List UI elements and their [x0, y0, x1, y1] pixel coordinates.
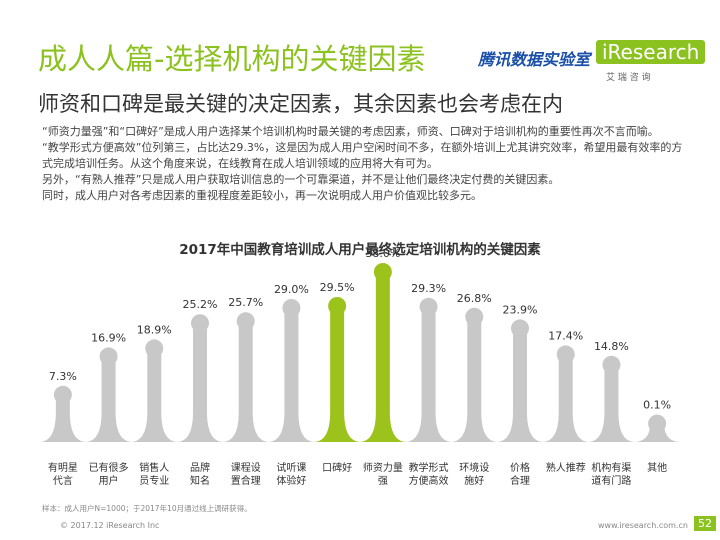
bar: [358, 272, 407, 442]
x-tick-label: 课程设 置合理: [230, 463, 261, 487]
bar: [221, 321, 270, 442]
value-label: 18.9%: [137, 323, 172, 336]
bar: [176, 323, 224, 442]
x-tick-label: 机构有渠 道有门路: [591, 463, 632, 487]
copyright: © 2017.12 iResearch Inc: [60, 521, 160, 530]
bar-cap: [511, 319, 529, 338]
bar: [130, 348, 179, 442]
logo-subtitle: 艾 瑞 咨 询: [606, 73, 651, 83]
bar: [450, 316, 499, 442]
x-tick-label: 品牌 知名: [190, 463, 210, 487]
page-number: 52: [694, 516, 716, 531]
paragraph: “师资力量强”和“口碑好”是成人用户选择某个培训机构时最关键的考虑因素，师资、口…: [42, 125, 659, 138]
value-label: 0.1%: [643, 399, 671, 412]
value-label: 38.0%: [365, 247, 400, 260]
bar: [267, 308, 316, 442]
url: www.iresearch.com.cn: [598, 521, 688, 530]
title: 成人人篇-选择机构的关键因素: [38, 42, 426, 76]
bar-cap: [99, 347, 118, 366]
value-label: 17.4%: [548, 329, 583, 342]
value-label: 14.8%: [594, 340, 629, 353]
x-tick-label: 师资力量 强: [362, 463, 403, 487]
x-tick-label: 试听课 体验好: [276, 463, 307, 487]
x-tick-label: 已有很多 用户: [88, 463, 129, 487]
bar-cap: [328, 297, 347, 315]
value-label: 16.9%: [91, 331, 126, 344]
value-label: 26.8%: [457, 292, 492, 305]
x-tick-label: 价格 合理: [510, 463, 530, 487]
bar-cap: [419, 297, 438, 316]
bar: [587, 364, 636, 442]
value-label: 7.3%: [49, 370, 77, 383]
value-label: 23.9%: [503, 303, 538, 316]
value-label: 25.7%: [228, 296, 263, 309]
bar-cap: [602, 355, 621, 374]
x-tick-label: 熟人推荐: [545, 463, 586, 474]
x-tick-label: 有明星 代言: [47, 463, 78, 487]
value-label: 25.2%: [183, 298, 218, 311]
paragraphs: “师资力量强”和“口碑好”是成人用户选择某个培训机构时最关键的考虑因素，师资、口…: [42, 124, 692, 204]
x-tick-label: 销售人 员专业: [139, 463, 170, 487]
bar-cap: [648, 414, 667, 433]
paragraph: 另外，“有熟人推荐”只是成人用户获取培训信息的一个可靠渠道，并不是让他们最终决定…: [42, 173, 560, 186]
x-tick-label: 其他: [647, 463, 668, 474]
bar: [313, 306, 362, 442]
bar-cap: [373, 263, 392, 281]
paragraph: “教学形式方便高效”位列第三，占比达29.3%，这是因为成人用户空闲时间不多，在…: [42, 141, 683, 170]
bar-cap: [191, 314, 209, 333]
x-tick-label: 环境设 施好: [459, 463, 490, 487]
bar-cap: [53, 385, 72, 404]
bar: [84, 356, 133, 442]
paragraph: 同时，成人用户对各考虑因素的重视程度差距较小，再一次说明成人用户价值观比较多元。: [42, 189, 482, 202]
bar-cap: [282, 299, 301, 317]
logo: iResearch: [596, 40, 706, 64]
bar-cap: [145, 339, 164, 358]
subtitle: 师资和口碑是最关键的决定因素，其余因素也会考虑在内: [38, 92, 563, 116]
bar: [541, 354, 590, 442]
bar-cap: [465, 307, 484, 326]
bar-cap: [556, 345, 575, 364]
bar: [496, 328, 544, 442]
logo: 腾讯数据实验室: [478, 50, 591, 69]
bar-cap: [236, 312, 255, 331]
bar: [633, 423, 682, 442]
bar: [38, 394, 87, 442]
footnote: 样本：成人用户N=1000；于2017年10月通过线上调研获得。: [42, 504, 252, 513]
chart-title: 2017年中国教育培训成人用户最终选定培训机构的关键因素: [179, 242, 541, 258]
x-tick-label: 口碑好: [322, 463, 353, 474]
value-label: 29.0%: [274, 283, 309, 296]
value-label: 29.5%: [320, 281, 355, 294]
value-label: 29.3%: [411, 282, 446, 295]
bar: [404, 306, 453, 442]
x-tick-label: 教学形式 方便高效: [408, 463, 449, 487]
